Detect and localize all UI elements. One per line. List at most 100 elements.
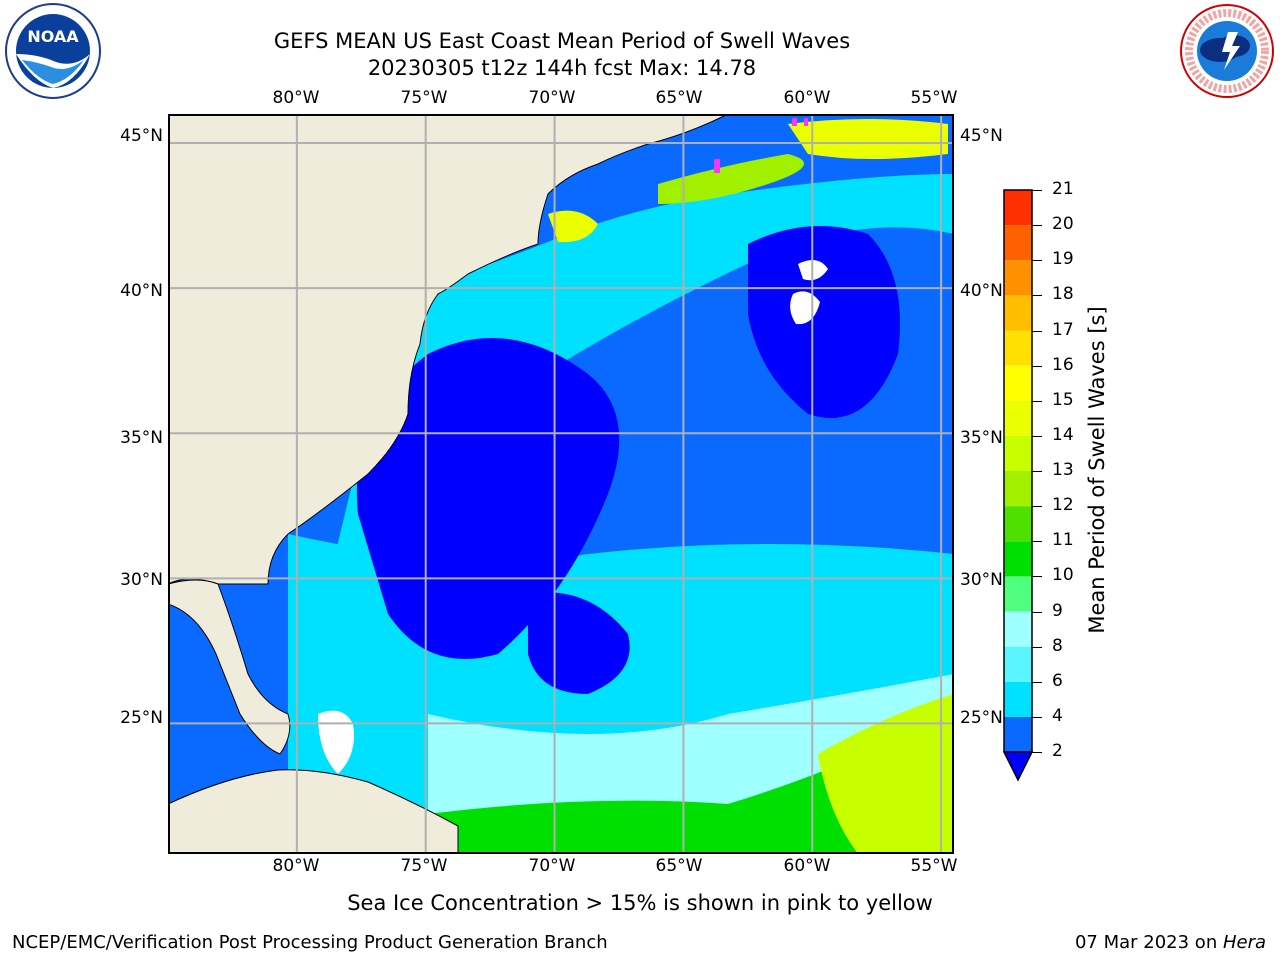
lat-label-right: 35°N xyxy=(960,428,1003,448)
lon-label-bottom: 80°W xyxy=(272,856,320,876)
lon-label-top: 75°W xyxy=(400,88,448,108)
lat-label-right: 40°N xyxy=(960,281,1003,301)
colorbar-tick-label: 15 xyxy=(1052,389,1074,410)
lat-label-left: 45°N xyxy=(120,126,163,146)
noaa-logo: NOAA xyxy=(5,3,101,99)
colorbar-tick-mark xyxy=(1032,506,1042,508)
lat-label-left: 40°N xyxy=(120,281,163,301)
lon-label-bottom: 55°W xyxy=(910,856,958,876)
colorbar-tick-mark xyxy=(1032,435,1042,437)
colorbar-cell xyxy=(1004,681,1032,717)
colorbar-tick-label: 20 xyxy=(1052,214,1074,235)
footer-date: 07 Mar 2023 on Hera xyxy=(1075,932,1266,953)
colorbar-cell xyxy=(1004,190,1032,226)
colorbar-tick-label: 16 xyxy=(1052,354,1074,375)
colorbar-cell xyxy=(1004,225,1032,261)
colorbar-tick-label: 8 xyxy=(1052,635,1063,656)
colorbar-tick-label: 17 xyxy=(1052,319,1074,340)
noaa-logo-text: NOAA xyxy=(27,27,79,46)
colorbar-cell xyxy=(1004,576,1032,612)
period-band-2s-north xyxy=(748,226,900,418)
colorbar-tick-label: 9 xyxy=(1052,600,1063,621)
colorbar-tick-label: 12 xyxy=(1052,495,1074,516)
sea-ice-mark xyxy=(714,159,720,173)
colorbar-tick-mark xyxy=(1032,576,1042,578)
map-frame xyxy=(168,114,954,854)
colorbar xyxy=(1002,189,1034,782)
colorbar-tick-mark xyxy=(1032,260,1042,262)
chart-title-line1: GEFS MEAN US East Coast Mean Period of S… xyxy=(273,29,851,53)
colorbar-tick-label: 14 xyxy=(1052,424,1074,445)
colorbar-cell xyxy=(1004,506,1032,542)
lon-label-bottom: 70°W xyxy=(528,856,576,876)
lat-label-left: 30°N xyxy=(120,570,163,590)
nws-logo xyxy=(1180,4,1274,98)
colorbar-tick-mark xyxy=(1032,681,1042,683)
colorbar-tick-label: 18 xyxy=(1052,284,1074,305)
footer-date-text: 07 Mar 2023 on xyxy=(1074,932,1223,953)
period-band-12s-ne xyxy=(788,119,948,159)
colorbar-tick-mark xyxy=(1032,225,1042,227)
colorbar-cell xyxy=(1004,400,1032,436)
land-florida xyxy=(168,579,291,755)
colorbar-cell xyxy=(1004,646,1032,682)
colorbar-tick-label: 13 xyxy=(1052,460,1074,480)
colorbar-under-triangle xyxy=(1002,751,1034,782)
lon-label-bottom: 60°W xyxy=(783,856,831,876)
colorbar-tick-mark xyxy=(1032,190,1042,191)
period-band-14s-gom xyxy=(548,210,598,243)
colorbar-tick-label: 11 xyxy=(1052,530,1074,551)
colorbar-cell xyxy=(1004,435,1032,471)
period-band-10s xyxy=(428,714,954,854)
colorbar-tick-mark xyxy=(1032,295,1042,297)
chart-title-line2: 20230305 t12z 144h fcst Max: 14.78 xyxy=(367,56,757,80)
colorbar-tick-mark xyxy=(1032,365,1042,367)
lon-label-bottom: 65°W xyxy=(655,856,703,876)
lat-label-right: 30°N xyxy=(960,570,1003,590)
colorbar-cell xyxy=(1004,330,1032,366)
period-band-13s xyxy=(818,694,954,854)
colorbar-tick-mark xyxy=(1032,471,1042,472)
lon-label-top: 65°W xyxy=(655,88,703,108)
period-band-12s-gom xyxy=(658,154,804,204)
colorbar-cell xyxy=(1004,260,1032,296)
colorbar-cell xyxy=(1004,716,1032,752)
colorbar-tick-label: 4 xyxy=(1052,705,1063,726)
colorbar-cell xyxy=(1004,541,1032,577)
lat-label-left: 25°N xyxy=(120,708,163,728)
swell-period-map xyxy=(168,114,954,854)
colorbar-tick-mark xyxy=(1032,716,1042,718)
colorbar-tick-label: 21 xyxy=(1052,179,1074,199)
land-north-america xyxy=(168,114,729,585)
colorbar-tick-mark xyxy=(1032,330,1042,332)
period-band-coastal xyxy=(328,174,954,584)
colorbar-tick-label: 10 xyxy=(1052,565,1074,586)
lon-label-top: 70°W xyxy=(528,88,576,108)
sea-ice-mark xyxy=(792,118,797,126)
colorbar-tick-mark xyxy=(1032,611,1042,613)
lon-label-top: 60°W xyxy=(783,88,831,108)
lon-label-bottom: 75°W xyxy=(400,856,448,876)
lat-label-right: 45°N xyxy=(960,126,1003,146)
colorbar-cell xyxy=(1004,295,1032,331)
colorbar-tick-label: 6 xyxy=(1052,670,1063,691)
colorbar-tick-mark xyxy=(1032,752,1042,753)
colorbar-tick-mark xyxy=(1032,541,1042,543)
land-cuba xyxy=(168,769,459,854)
lon-label-top: 55°W xyxy=(910,88,958,108)
sea-ice-mark xyxy=(804,118,808,126)
lon-label-top: 80°W xyxy=(272,88,320,108)
shallow-bank xyxy=(318,710,354,774)
colorbar-tick-mark xyxy=(1032,400,1042,402)
colorbar-tick-label: 2 xyxy=(1052,741,1063,761)
sea-ice-caption: Sea Ice Concentration > 15% is shown in … xyxy=(347,891,933,915)
period-band-2s-south xyxy=(528,592,630,694)
colorbar-label: Mean Period of Swell Waves [s] xyxy=(1085,306,1109,634)
map-graticule xyxy=(168,114,954,854)
colorbar-cell xyxy=(1004,471,1032,507)
colorbar-tick-label: 19 xyxy=(1052,249,1074,270)
lat-label-right: 25°N xyxy=(960,708,1003,728)
colorbar-cell xyxy=(1004,611,1032,647)
footer-machine: Hera xyxy=(1222,932,1266,953)
footer-branch: NCEP/EMC/Verification Post Processing Pr… xyxy=(12,932,608,953)
